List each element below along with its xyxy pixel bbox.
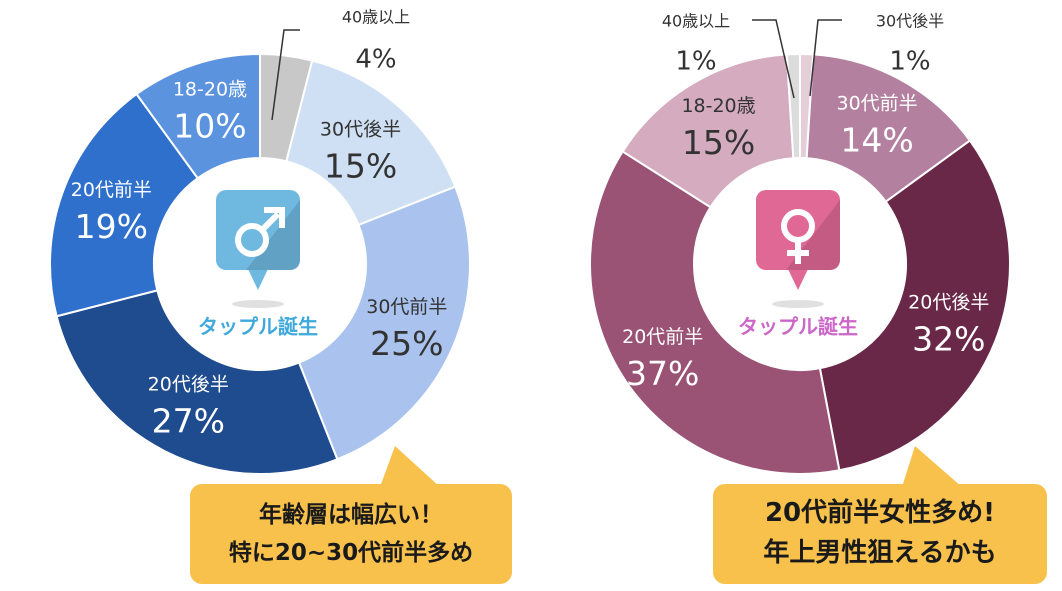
female-40-plus-leader-line <box>752 19 795 99</box>
male-slice-20s-late <box>55 289 339 475</box>
male-20s-early-value-label: 19% <box>75 207 148 246</box>
male-symbol-icon <box>235 207 285 257</box>
male-20s-late-category-label: 20代後半 <box>148 373 229 395</box>
male-30s-early-category-label: 30代前半 <box>366 296 447 318</box>
male-note-tail <box>380 446 440 487</box>
male-center-caption: タップル誕生 <box>198 315 318 339</box>
female-20s-late-category-label: 20代後半 <box>908 291 989 313</box>
female-20s-early-value-label: 37% <box>626 354 699 393</box>
male-18-20-value-label: 10% <box>173 106 246 145</box>
male-30s-late-value-label: 15% <box>324 146 397 185</box>
female-30s-early-value-label: 14% <box>840 120 913 159</box>
female-slice-30s-early <box>805 53 972 204</box>
female-20s-late-value-label: 32% <box>912 319 985 358</box>
male-note-line-1: 年齢層は幅広い！ <box>259 502 443 528</box>
female-age-donut-chart: 30代後半 1% 30代前半 14% 20代後半 32% 20代前半 37% 18-20歳 15%… <box>589 12 1011 475</box>
female-symbol-badge-icon <box>756 190 840 308</box>
female-symbol-icon <box>781 209 815 264</box>
male-40-plus-category-label: 40歳以上 <box>342 8 410 27</box>
male-40-plus-leader-line <box>271 29 300 121</box>
male-symbol-badge-icon <box>216 190 300 308</box>
female-30s-late-leader-line <box>809 19 842 97</box>
male-20s-early-category-label: 20代前半 <box>71 179 152 201</box>
female-30s-late-value-label: 1% <box>889 47 930 77</box>
female-30s-early-category-label: 30代前半 <box>836 92 917 114</box>
female-40-plus-value-label: 1% <box>675 47 716 77</box>
male-20s-late-value-label: 27% <box>152 401 225 440</box>
female-18-20-category-label: 18-20歳 <box>681 95 755 117</box>
female-40-plus-category-label: 40歳以上 <box>662 12 730 31</box>
male-slice-30s-early <box>297 185 471 461</box>
female-note-line-1: 20代前半女性多め! <box>764 498 996 528</box>
male-30s-early-value-label: 25% <box>370 324 443 363</box>
male-18-20-category-label: 18-20歳 <box>173 78 247 100</box>
female-center-caption: タップル誕生 <box>738 315 858 339</box>
female-slice-18-20 <box>621 53 795 209</box>
male-slice-20s-early <box>49 92 200 318</box>
male-slice-18-20 <box>135 52 261 180</box>
male-note-line-2: 特に20~30代前半多め <box>228 540 474 566</box>
female-note-callout: 20代前半女性多め! 年上男性狙えるかも <box>713 484 1047 584</box>
female-note-line-2: 年上男性狙えるかも <box>763 538 997 568</box>
female-note-tail <box>902 446 962 487</box>
female-slice-20s-early <box>589 150 841 475</box>
male-note-callout: 年齢層は幅広い！ 特に20~30代前半多め <box>190 484 512 584</box>
female-slice-20s-late <box>818 139 1011 472</box>
male-30s-late-category-label: 30代後半 <box>320 118 401 140</box>
female-18-20-value-label: 15% <box>682 123 755 162</box>
female-30s-late-category-label: 30代後半 <box>876 12 944 31</box>
male-40-plus-value-label: 4% <box>355 45 396 75</box>
female-20s-early-category-label: 20代前半 <box>622 326 703 348</box>
male-slice-30s-late <box>285 59 457 227</box>
male-age-donut-chart: 40歳以上 4% 30代後半 15% 30代前半 25% 20代後半 27% 20代前半 19% 1… <box>49 8 471 475</box>
